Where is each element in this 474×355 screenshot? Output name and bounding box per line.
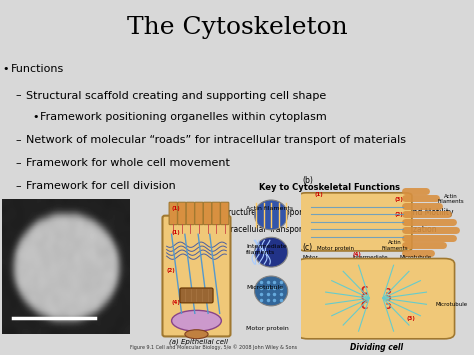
Text: Functions: Functions [10,64,64,74]
FancyBboxPatch shape [299,193,412,251]
Text: Microtubule: Microtubule [246,285,283,290]
Text: Contractility and Motility: Contractility and Motility [358,208,453,217]
Text: Actin
Filaments: Actin Filaments [438,193,465,204]
Text: (c): (c) [303,243,313,252]
Text: (4): (4) [339,225,353,234]
Text: Nerve cell: Nerve cell [341,260,380,269]
Text: Dividing cell: Dividing cell [349,343,402,352]
Text: The Cytoskeleton: The Cytoskeleton [127,16,347,39]
Text: Structure and Support: Structure and Support [220,208,306,217]
Text: Framework for whole cell movement: Framework for whole cell movement [26,158,230,168]
Text: –: – [15,135,21,145]
Text: (a) Epithelial cell: (a) Epithelial cell [169,338,228,345]
Text: Framework positioning organelles within cytoplasm: Framework positioning organelles within … [40,112,327,122]
Text: (1): (1) [315,192,323,197]
Text: Key to Cytoskeletal Functions: Key to Cytoskeletal Functions [259,183,400,192]
Text: Structural scaffold creating and supporting cell shape: Structural scaffold creating and support… [26,91,326,100]
FancyBboxPatch shape [298,258,455,339]
Text: –: – [15,91,21,100]
Text: (1): (1) [172,207,180,212]
Text: Network of molecular “roads” for intracellular transport of materials: Network of molecular “roads” for intrace… [26,135,406,145]
Text: Intermediate
filament: Intermediate filament [352,255,388,266]
Text: ɔ: ɔ [385,286,391,296]
Text: Intracellular Transport: Intracellular Transport [220,225,306,234]
Text: Framework for cell division: Framework for cell division [26,181,176,191]
FancyBboxPatch shape [178,202,186,225]
FancyBboxPatch shape [169,202,177,225]
Text: Figure 9.1 Cell and Molecular Biology, 5/e © 2008 John Wiley & Sons: Figure 9.1 Cell and Molecular Biology, 5… [130,344,297,350]
Circle shape [255,200,288,230]
Text: (3): (3) [395,197,404,202]
Text: C: C [361,293,368,303]
Text: (1): (1) [201,208,215,217]
Text: (2): (2) [166,268,175,273]
Text: Actin
Filaments: Actin Filaments [382,240,408,251]
FancyBboxPatch shape [212,202,220,225]
Text: Motor
protein: Motor protein [303,255,322,266]
FancyBboxPatch shape [163,215,230,337]
Text: Actin filaments: Actin filaments [246,207,293,212]
Text: –: – [15,158,21,168]
Text: (b): (b) [303,176,314,185]
FancyBboxPatch shape [203,202,212,225]
Text: Intermediate
filaments: Intermediate filaments [246,244,287,255]
Text: •: • [32,112,39,122]
Text: (1): (1) [172,230,180,235]
FancyBboxPatch shape [195,202,203,225]
Text: ɔ: ɔ [385,293,391,303]
Text: •: • [2,64,9,74]
Circle shape [255,276,288,306]
FancyBboxPatch shape [186,202,194,225]
Text: (4): (4) [352,252,361,257]
Circle shape [255,237,288,267]
FancyBboxPatch shape [180,288,213,303]
Text: (4): (4) [172,300,181,305]
Text: C: C [361,286,368,296]
FancyBboxPatch shape [220,202,229,225]
Text: ɔ: ɔ [385,301,391,311]
Text: Microtubule: Microtubule [400,255,432,261]
Text: –: – [15,181,21,191]
Text: (2): (2) [201,225,215,234]
Ellipse shape [172,310,221,331]
Text: (3): (3) [407,316,416,321]
Text: (3): (3) [339,208,352,217]
Text: Motor protein: Motor protein [317,246,354,251]
Ellipse shape [185,330,208,339]
Text: Microtubule: Microtubule [435,302,467,307]
Text: Motor protein: Motor protein [246,326,289,331]
Text: C: C [361,301,368,311]
Text: (2): (2) [395,212,403,217]
Text: Spatial Organization: Spatial Organization [358,225,437,234]
